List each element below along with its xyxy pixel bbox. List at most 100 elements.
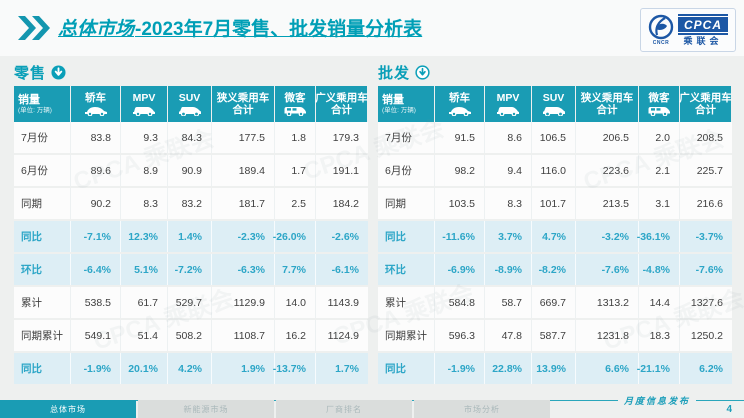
cell-value: 12.3%	[121, 221, 168, 252]
cell-value: -13.7%	[273, 353, 316, 384]
table-row: 同比 -7.1% 12.3% 1.4% -2.3% -26.0% -2.6%	[14, 221, 368, 254]
tab-1[interactable]: 总体市场	[0, 400, 136, 418]
cell-value: -7.1%	[71, 221, 121, 252]
table-row: 同期 90.2 8.3 83.2 181.7 2.5 184.2	[14, 188, 368, 221]
cell-value: 16.2	[275, 320, 316, 351]
cell-value: 51.4	[121, 320, 168, 351]
tab-3[interactable]: 厂商排名	[276, 400, 412, 418]
mpv-icon	[495, 105, 521, 117]
cell-value: 189.4	[212, 155, 275, 186]
cell-value: 58.7	[485, 287, 532, 318]
van-icon	[646, 105, 672, 117]
cell-value: -26.0%	[273, 221, 316, 252]
column-label: MPV	[132, 91, 156, 104]
wholesale-section-title: 批发	[378, 64, 411, 82]
cell-value: 184.2	[332, 197, 359, 210]
table-row: 环比 -6.9% -8.9% -8.2% -7.6% -4.8% -7.6%	[378, 254, 732, 287]
cell-value: 2.0	[639, 122, 680, 153]
cell-value: 83.8	[71, 122, 121, 153]
cell-value: 116.0	[532, 155, 576, 186]
title-bar: 总体市场-2023年7月零售、批发销量分析表 CNCR CPCA 乘联会	[0, 0, 744, 56]
cell-value: 1231.8	[576, 320, 639, 351]
cell-value: 98.2	[435, 155, 485, 186]
van-icon	[282, 105, 308, 117]
table-row: 同比 -1.9% 20.1% 4.2% 1.9% -13.7% 1.7%	[14, 353, 368, 386]
tab-2[interactable]: 新能源市场	[138, 400, 274, 418]
cell-value: 3.1	[639, 188, 680, 219]
unit-label: 销量	[382, 93, 404, 106]
row-label: 6月份	[14, 155, 71, 186]
cell-value: 106.5	[532, 122, 576, 153]
cell-value: 9.3	[121, 122, 168, 153]
cell-value: 8.9	[121, 155, 168, 186]
footer-line-right	[696, 400, 744, 401]
footer-note: 月度信息发布	[623, 397, 690, 407]
cell-value: 1124.9	[327, 329, 359, 342]
cell-value: -7.6%	[695, 263, 723, 276]
column-header-total: 广义乘用车 合计	[315, 86, 368, 122]
table-row: 同期 103.5 8.3 101.7 213.5 3.1 216.6	[378, 188, 732, 221]
cell-value: -8.2%	[532, 254, 576, 285]
cell-value: 587.7	[532, 320, 576, 351]
table-row: 7月份 91.5 8.6 106.5 206.5 2.0 208.5	[378, 122, 732, 155]
column-header-total: 狭义乘用车 合计	[212, 86, 274, 122]
cell-value: 1.9%	[212, 353, 275, 384]
cell-value: -3.7%	[695, 230, 723, 243]
cell-value: 538.5	[71, 287, 121, 318]
column-header-total: 狭义乘用车 合计	[576, 86, 638, 122]
cell-value: -7.2%	[168, 254, 212, 285]
sedan-icon	[83, 105, 109, 117]
table-row: 7月份 83.8 9.3 84.3 177.5 1.8 179.3	[14, 122, 368, 155]
column-header-mpv: MPV	[121, 86, 167, 122]
logo-cpca-text: CPCA	[677, 14, 728, 35]
cell-value: 18.3	[639, 320, 680, 351]
suv-icon	[177, 105, 203, 117]
unit-sub-label: (单位: 万辆)	[18, 106, 52, 114]
column-sub-label: 合计	[596, 104, 618, 116]
cell-value: 549.1	[71, 320, 121, 351]
cell-value: 669.7	[532, 287, 576, 318]
page-number: 4	[726, 404, 732, 415]
retail-section: 零售 销量 (单位: 万辆) 轿车 MPV SUV 狭义乘用车 合计 微客 广义乘用车 合计 …	[14, 60, 368, 386]
cell-value: 584.8	[435, 287, 485, 318]
cell-value: 89.6	[71, 155, 121, 186]
cell-value: 14.4	[639, 287, 680, 318]
table-row: 同期累计 596.3 47.8 587.7 1231.8 18.3 1250.2	[378, 320, 732, 353]
cell-value: 223.6	[576, 155, 639, 186]
cell-value: 1250.2	[690, 329, 723, 342]
cell-value: 9.4	[485, 155, 532, 186]
cell-value: 61.7	[121, 287, 168, 318]
cell-value: 47.8	[485, 320, 532, 351]
sedan-icon	[447, 105, 473, 117]
table-row: 6月份 89.6 8.9 90.9 189.4 1.7 191.1	[14, 155, 368, 188]
cell-value: -6.9%	[435, 254, 485, 285]
table-row: 同期累计 549.1 51.4 508.2 1108.7 16.2 1124.9	[14, 320, 368, 353]
cell-value: 1129.9	[212, 287, 275, 318]
cpca-emblem-icon: CNCR	[648, 14, 674, 46]
table-header-row: 销量 (单位: 万辆) 轿车 MPV SUV 狭义乘用车 合计 微客 广义乘用车 合计	[378, 86, 732, 122]
row-label: 同比	[14, 353, 71, 384]
cell-value: 177.5	[212, 122, 275, 153]
tab-4[interactable]: 市场分析	[414, 400, 550, 418]
column-header-suv: SUV	[532, 86, 575, 122]
column-header-mpv: MPV	[485, 86, 531, 122]
column-label: 微客	[648, 91, 670, 104]
unit-label: 销量	[18, 93, 40, 106]
cell-value: 529.7	[168, 287, 212, 318]
page-title: 总体市场-2023年7月零售、批发销量分析表	[58, 14, 422, 41]
cell-value: 6.6%	[576, 353, 639, 384]
cell-value: 22.8%	[485, 353, 532, 384]
column-label: SUV	[178, 91, 201, 104]
mpv-icon	[131, 105, 157, 117]
cell-value: 1.8	[275, 122, 316, 153]
cell-value: 90.2	[71, 188, 121, 219]
row-label: 6月份	[378, 155, 435, 186]
cell-value: 208.5	[696, 131, 723, 144]
table-row: 累计 538.5 61.7 529.7 1129.9 14.0 1143.9	[14, 287, 368, 320]
column-header-suv: SUV	[168, 86, 211, 122]
wholesale-section: 批发 销量 (单位: 万辆) 轿车 MPV SUV 狭义乘用车 合计 微客 广义乘用车 合计 …	[378, 60, 732, 386]
column-label: SUV	[542, 91, 565, 104]
cell-value: 1.4%	[168, 221, 212, 252]
cell-value: 1313.2	[576, 287, 639, 318]
